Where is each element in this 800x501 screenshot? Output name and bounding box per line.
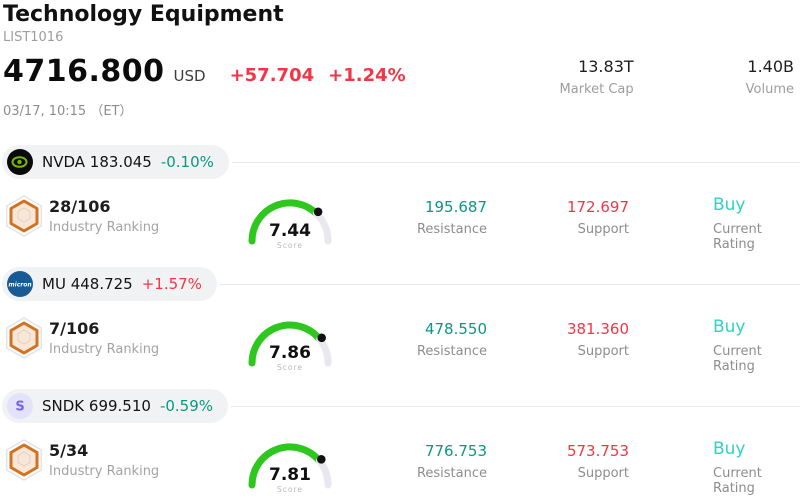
header: Technology Equipment LIST1016 4716.800 U… [0,0,800,119]
score-gauge: 7.44 Score [242,191,338,253]
rating-column: Buy Current Rating [713,439,800,496]
current-rating-label: Current Rating [713,222,762,252]
ticker-pill[interactable]: NVDA 183.045 -0.10% [2,145,229,179]
support-label: Support [577,344,629,359]
stock-list: NVDA 183.045 -0.10% 28/106 Industry Rank… [0,145,800,496]
market-cap-stat: 13.83T Market Cap [560,57,634,97]
resistance-label: Resistance [416,466,487,481]
stock-details: 7/106 Industry Ranking 7.86 Score 478.55… [2,313,800,375]
resistance-value: 478.550 [424,320,487,338]
resistance-label: Resistance [416,222,487,237]
ticker-pill-row: S SNDK 699.510 -0.59% [2,389,800,423]
resistance-column: 776.753 Resistance [337,442,487,481]
row-divider [231,161,800,163]
price-row: 4716.800 USD +57.704 +1.24% 13.83T Marke… [3,54,797,97]
stock-details: 5/34 Industry Ranking 7.81 Score 776.753… [2,435,800,496]
page-title: Technology Equipment [3,2,284,27]
svg-text:micron: micron [8,281,31,288]
price-change-percent: +1.24% [328,65,406,86]
stock-change-percent: -0.10% [160,153,214,171]
svg-text:Score: Score [277,485,303,494]
score-gauge: 7.86 Score [242,313,338,375]
stock-details: 28/106 Industry Ranking 7.44 Score 195.6… [2,191,800,253]
volume-value: 1.40B [747,57,794,76]
industry-ranking-value: 28/106 [49,197,111,216]
support-column: 172.697 Support [479,198,629,237]
support-label: Support [577,222,629,237]
index-price: 4716.800 [3,54,165,89]
ticker-and-price: MU 448.725 [42,275,133,293]
svg-text:Score: Score [277,241,303,250]
support-value: 381.360 [566,320,629,338]
support-value: 573.753 [566,442,629,460]
rating-column: Buy Current Rating [713,195,800,252]
svg-text:7.81: 7.81 [269,465,311,485]
header-stats: 13.83T Market Cap 1.40B Volume [560,57,797,97]
stock-change-percent: -0.59% [159,397,214,415]
stock-row: S SNDK 699.510 -0.59% 5/34 Industry Rank… [2,389,800,496]
row-divider [231,405,800,407]
svg-text:7.44: 7.44 [269,221,311,241]
current-rating-label: Current Rating [713,466,762,496]
list-id: LIST1016 [3,30,64,45]
industry-ranking: 5/34 Industry Ranking [49,441,159,479]
current-rating-value[interactable]: Buy [713,317,746,337]
stock-logo-icon [7,149,33,175]
industry-ranking-label: Industry Ranking [49,342,160,357]
ticker-pill[interactable]: S SNDK 699.510 -0.59% [2,389,229,423]
industry-ranking: 7/106 Industry Ranking [49,319,159,357]
resistance-column: 195.687 Resistance [337,198,487,237]
stock-row: micron MU 448.725 +1.57% 7/106 Industry … [2,267,800,375]
price-change: +57.704 [229,65,315,86]
svg-text:7.86: 7.86 [269,343,311,363]
volume-label: Volume [745,82,794,97]
stock-logo-icon: S [7,393,33,419]
currency-label: USD [173,67,206,85]
price-change-group: +57.704 +1.24% [230,65,406,86]
resistance-value: 195.687 [424,198,487,216]
market-cap-label: Market Cap [559,82,634,97]
svg-text:Score: Score [277,363,303,372]
industry-ranking-badge-icon [2,192,46,244]
rating-column: Buy Current Rating [713,317,800,374]
industry-ranking-badge-icon [2,436,46,488]
market-cap-value: 13.83T [578,57,634,76]
ticker-pill[interactable]: micron MU 448.725 +1.57% [2,267,217,301]
industry-ranking-value: 7/106 [49,319,100,338]
resistance-label: Resistance [416,344,487,359]
current-rating-label: Current Rating [713,344,762,374]
resistance-value: 776.753 [424,442,487,460]
stock-row: NVDA 183.045 -0.10% 28/106 Industry Rank… [2,145,800,253]
support-column: 381.360 Support [479,320,629,359]
ticker-pill-row: NVDA 183.045 -0.10% [2,145,800,179]
price-group: 4716.800 USD +57.704 +1.24% [3,54,406,89]
industry-ranking-label: Industry Ranking [49,464,160,479]
industry-ranking: 28/106 Industry Ranking [49,197,159,235]
svg-text:S: S [15,400,24,415]
industry-ranking-value: 5/34 [49,441,89,460]
industry-ranking-label: Industry Ranking [49,220,160,235]
stock-logo-icon: micron [7,271,33,297]
ticker-and-price: SNDK 699.510 [42,397,151,415]
quote-timestamp: 03/17, 10:15 （ET） [3,104,133,119]
resistance-column: 478.550 Resistance [337,320,487,359]
industry-ranking-badge-icon [2,314,46,366]
row-divider [219,283,800,285]
support-value: 172.697 [566,198,629,216]
support-column: 573.753 Support [479,442,629,481]
ticker-pill-row: micron MU 448.725 +1.57% [2,267,800,301]
current-rating-value[interactable]: Buy [713,195,746,215]
stock-change-percent: +1.57% [141,275,202,293]
ticker-and-price: NVDA 183.045 [42,153,152,171]
support-label: Support [577,466,629,481]
current-rating-value[interactable]: Buy [713,439,746,459]
volume-stat: 1.40B Volume [746,57,794,97]
